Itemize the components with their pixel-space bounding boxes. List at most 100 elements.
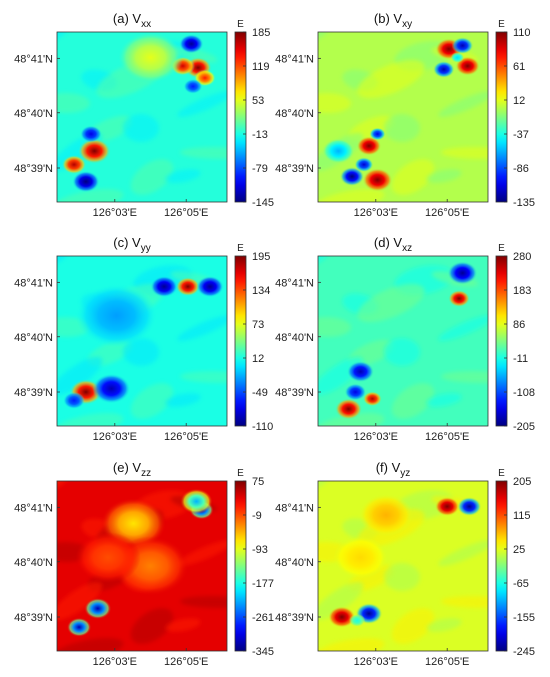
anomaly-blob — [80, 125, 102, 143]
colorbar-tick-label: -11 — [513, 353, 528, 365]
y-tick-label: 48°40'N — [14, 332, 53, 344]
anomaly-blob — [183, 78, 203, 94]
y-tick-label: 48°41'N — [14, 53, 53, 65]
plot-frame — [56, 480, 228, 652]
anomaly-blob — [75, 532, 141, 583]
panel-yy: (c) Vyy 48°41'N 48°40'N 48°39'N 126°03'E 126°… — [14, 235, 273, 443]
anomaly-blob — [432, 60, 455, 78]
panel-xz: (d) Vxz 48°41'N 48°40'N 48°39'N 126°03'E 126°… — [275, 235, 535, 443]
y-tick-label: 48°39'N — [275, 163, 314, 175]
heatmap-anomalies — [61, 32, 216, 193]
colorbar-tick-label: -13 — [252, 129, 268, 141]
anomaly-blob — [66, 617, 92, 637]
colorbar-tick-label: 12 — [252, 353, 264, 365]
panel-title: (c) Vyy — [113, 235, 150, 254]
x-tick-label: 126°05'E — [164, 656, 208, 668]
colorbar-tick-label: -245 — [513, 646, 535, 658]
anomaly-blob — [78, 138, 111, 164]
heatmap-anomalies — [63, 275, 224, 409]
colorbar-tick-label: 280 — [513, 251, 531, 263]
plot-frame — [56, 31, 228, 203]
colorbar-tick-label: -86 — [513, 163, 529, 175]
anomaly-blob — [356, 136, 382, 156]
colorbar-unit: E — [498, 468, 505, 479]
colorbar-unit: E — [498, 243, 505, 254]
y-tick-label: 48°39'N — [14, 387, 53, 399]
x-tick-label: 126°03'E — [354, 207, 398, 219]
panel-xy: (b) Vxy 48°41'N 48°40'N 48°39'N 126°03'E 126°… — [275, 11, 535, 219]
anomaly-blob — [333, 536, 388, 579]
plot-frame — [317, 480, 489, 652]
colorbar-tick-label: 53 — [252, 95, 264, 107]
anomaly-blob — [175, 277, 201, 297]
colorbar — [234, 255, 247, 427]
x-tick-label: 126°03'E — [354, 431, 398, 443]
plot-frame — [56, 255, 228, 427]
colorbar-tick-label: -65 — [513, 578, 529, 590]
anomaly-blob — [354, 157, 374, 173]
panel-title: (b) Vxy — [374, 11, 412, 30]
x-tick-label: 126°05'E — [425, 207, 469, 219]
colorbar-tick-label: 183 — [513, 285, 531, 297]
y-tick-label: 48°41'N — [14, 277, 53, 289]
colorbar-tick-label: 73 — [252, 319, 264, 331]
colorbar-tick-label: 134 — [252, 285, 270, 297]
colorbar-tick-label: -37 — [513, 129, 529, 141]
x-tick-label: 126°05'E — [425, 656, 469, 668]
heatmap-texture — [318, 256, 488, 426]
colorbar-tick-label: 110 — [513, 27, 531, 39]
colorbar — [495, 480, 508, 652]
anomaly-blob — [117, 32, 184, 83]
anomaly-blob — [179, 34, 204, 54]
anomaly-blob — [358, 493, 414, 537]
anomaly-blob — [362, 391, 382, 407]
colorbar-unit: E — [498, 19, 505, 30]
x-tick-label: 126°05'E — [425, 431, 469, 443]
heatmap-anomalies — [328, 493, 482, 628]
colorbar-tick-label: 75 — [252, 476, 264, 488]
y-tick-label: 48°39'N — [14, 612, 53, 624]
panel-title: (e) Vzz — [113, 460, 151, 479]
anomaly-blob — [451, 37, 474, 55]
anomaly-blob — [448, 290, 470, 307]
colorbar-tick-label: -145 — [252, 197, 274, 209]
panel-xx: (a) Vxx 48°41'N 48°40'N 48°39'N 126°03'E 126°… — [14, 11, 274, 219]
x-tick-label: 126°03'E — [93, 656, 137, 668]
colorbar-tick-label: 86 — [513, 319, 525, 331]
colorbar-tick-label: -155 — [513, 612, 535, 624]
anomaly-blob — [447, 261, 478, 285]
colorbar-tick-label: -93 — [252, 544, 268, 556]
colorbar-tick-label: 12 — [513, 95, 525, 107]
y-tick-label: 48°40'N — [275, 332, 314, 344]
plot-frame — [317, 31, 489, 203]
x-tick-label: 126°05'E — [164, 431, 208, 443]
colorbar — [234, 31, 247, 203]
colorbar-tick-label: 205 — [513, 476, 531, 488]
x-tick-label: 126°03'E — [354, 656, 398, 668]
y-tick-label: 48°41'N — [275, 502, 314, 514]
colorbar-tick-label: 61 — [513, 61, 525, 73]
colorbar-unit: E — [237, 243, 244, 254]
y-tick-label: 48°41'N — [275, 277, 314, 289]
anomaly-blob — [150, 275, 178, 298]
anomaly-blob — [196, 275, 224, 298]
anomaly-blob — [362, 168, 393, 192]
anomaly-blob — [63, 392, 85, 409]
colorbar-tick-label: -345 — [252, 646, 274, 658]
y-tick-label: 48°40'N — [275, 108, 314, 120]
heatmap-anomalies — [322, 37, 480, 192]
y-tick-label: 48°41'N — [14, 502, 53, 514]
colorbar — [495, 255, 508, 427]
colorbar-tick-label: -205 — [513, 421, 535, 433]
heatmap-anomalies — [66, 488, 214, 637]
colorbar — [234, 480, 247, 652]
colorbar-tick-label: -135 — [513, 197, 535, 209]
colorbar-tick-label: 195 — [252, 251, 270, 263]
anomaly-blob — [369, 127, 386, 141]
anomaly-blob — [180, 488, 213, 515]
anomaly-blob — [348, 614, 366, 627]
anomaly-blob — [335, 398, 363, 420]
y-tick-label: 48°41'N — [275, 53, 314, 65]
heatmap-anomalies — [335, 261, 478, 420]
panel-yz: (f) Vyz 48°41'N 48°40'N 48°39'N 126°03'E 126°… — [275, 460, 535, 668]
